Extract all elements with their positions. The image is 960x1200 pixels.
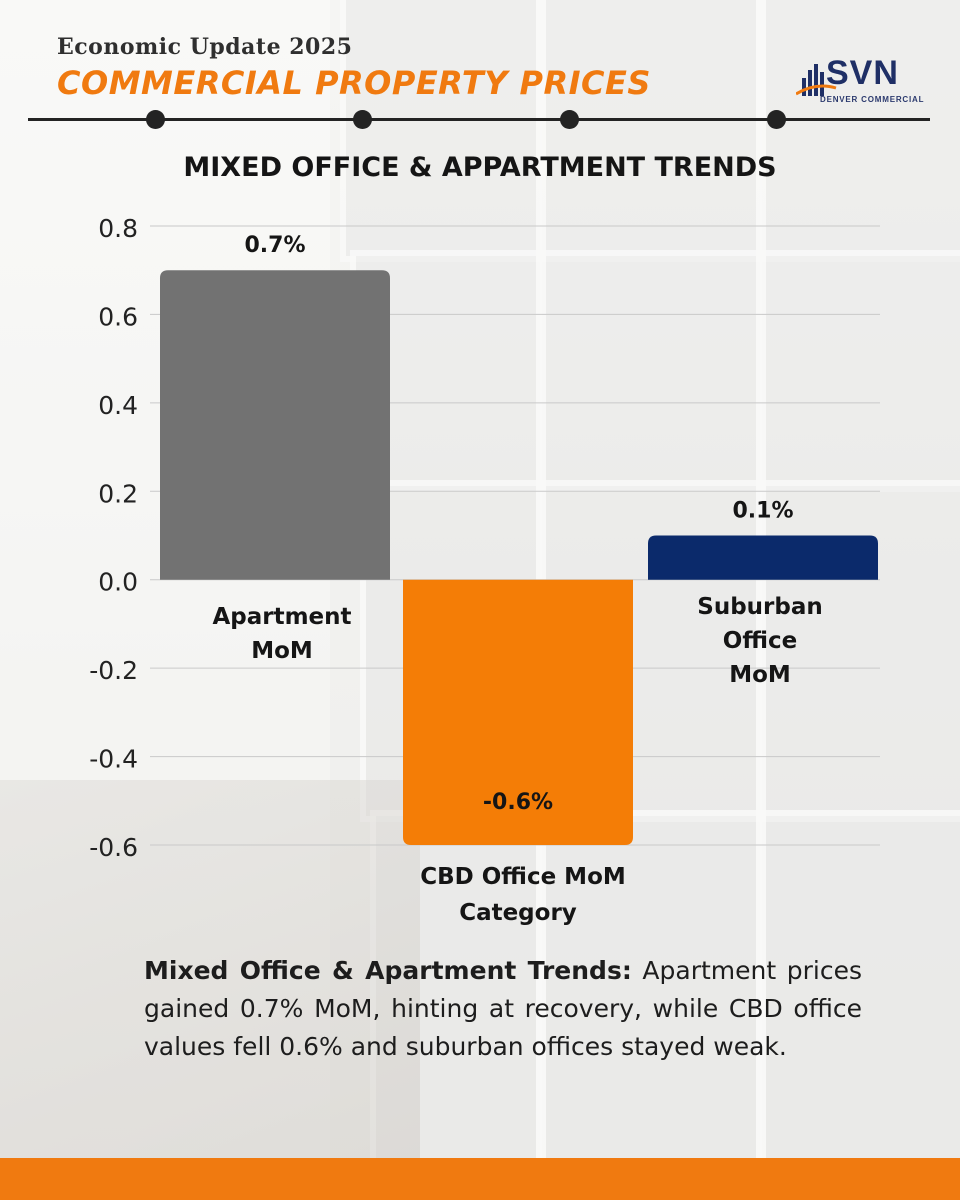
category-label: Apartment: [212, 604, 351, 630]
caption-body: Apartment prices gained 0.7% MoM, hintin…: [144, 956, 862, 1061]
chart-title: MIXED OFFICE & APPARTMENT TRENDS: [183, 152, 777, 183]
y-tick-label: 0.0: [98, 568, 138, 597]
svn-logo-icon: [796, 64, 837, 96]
header-title: COMMERCIAL PROPERTY PRICES: [57, 64, 651, 102]
bar-chart: 0.8 0.6 0.4 0.2 0.0 -0.2 -0.4 -0.6 0.7% -0.6% 0.1%…: [89, 214, 880, 926]
divider-dot: [146, 110, 165, 129]
bar: [403, 579, 633, 845]
y-tick-label: 0.4: [98, 391, 138, 420]
divider-dot: [560, 110, 579, 129]
x-axis-label: Category: [459, 900, 577, 926]
logo-name: SVN: [826, 54, 899, 92]
category-label: MoM: [251, 638, 313, 664]
category-label: CBD Office MoM: [420, 864, 626, 890]
divider-dot: [767, 110, 786, 129]
bar: [648, 535, 878, 580]
footer-bar: [0, 1158, 960, 1200]
data-label: -0.6%: [483, 790, 553, 815]
header-subtitle: Economic Update 2025: [57, 34, 353, 60]
chart-caption: Mixed Office & Apartment Trends: Apartme…: [144, 952, 862, 1066]
header-divider: [28, 118, 930, 121]
y-tick-label: 0.8: [98, 214, 138, 243]
logo-tagline: DENVER COMMERCIAL: [820, 95, 925, 104]
category-label: MoM: [729, 662, 791, 688]
data-label: 0.7%: [244, 233, 305, 258]
y-tick-label: 0.2: [98, 479, 138, 508]
y-tick-label: -0.6: [89, 833, 138, 862]
y-tick-label: -0.4: [89, 745, 138, 774]
caption-lead: Mixed Office & Apartment Trends:: [144, 956, 632, 985]
divider-dot: [353, 110, 372, 129]
y-tick-label: -0.2: [89, 656, 138, 685]
bar: [160, 270, 390, 580]
category-label: Office: [723, 628, 797, 654]
y-tick-label: 0.6: [98, 302, 138, 331]
data-label: 0.1%: [732, 499, 793, 524]
category-label: Suburban: [697, 594, 822, 620]
